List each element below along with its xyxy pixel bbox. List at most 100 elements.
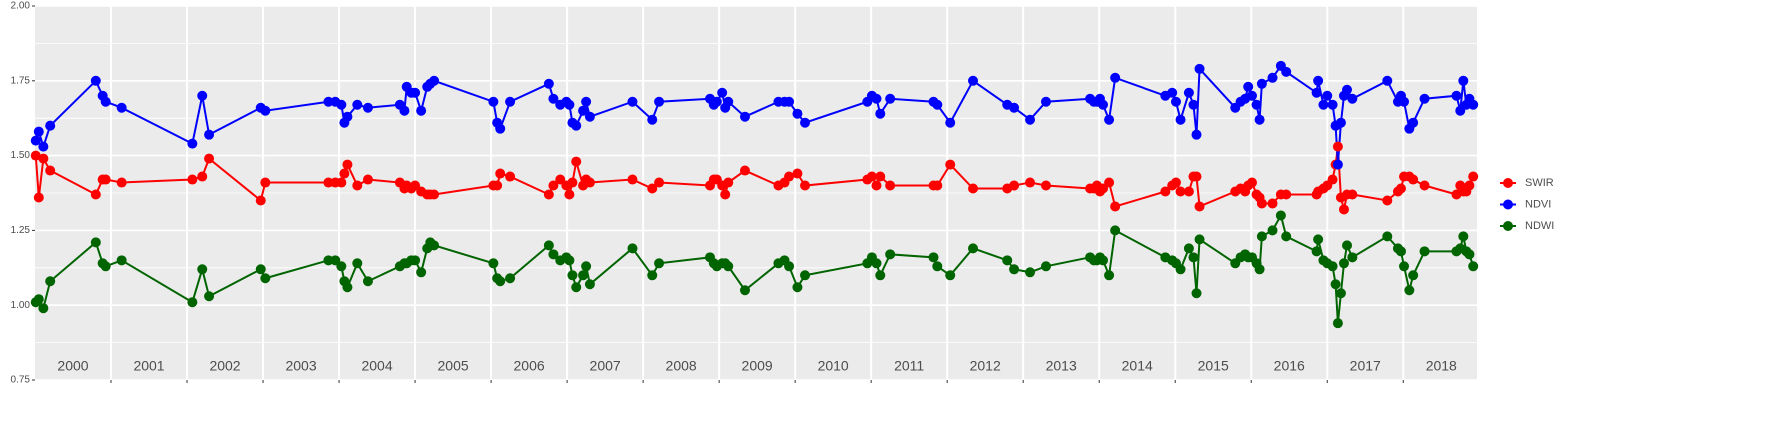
- year-label: 2011: [894, 358, 924, 374]
- year-label: 2003: [285, 358, 316, 374]
- point: [871, 93, 882, 104]
- point: [932, 180, 943, 191]
- point: [1175, 186, 1186, 197]
- point: [362, 174, 373, 185]
- point: [968, 183, 979, 194]
- year-label: 2016: [1274, 358, 1305, 374]
- point: [1408, 174, 1419, 185]
- point: [90, 75, 101, 86]
- point: [1167, 87, 1178, 98]
- point: [928, 252, 939, 263]
- point: [1311, 87, 1322, 98]
- point: [90, 237, 101, 248]
- year-label: 2005: [438, 358, 469, 374]
- point: [416, 105, 427, 116]
- point: [352, 258, 363, 269]
- point: [204, 291, 215, 302]
- point: [723, 96, 734, 107]
- point: [1382, 195, 1393, 206]
- point: [739, 111, 750, 122]
- point: [33, 192, 44, 203]
- point: [571, 120, 582, 131]
- point: [323, 255, 334, 266]
- point: [792, 168, 803, 179]
- point: [945, 159, 956, 170]
- point: [739, 165, 750, 176]
- point: [1311, 246, 1322, 257]
- point: [800, 270, 811, 281]
- point: [945, 270, 956, 281]
- point: [1408, 117, 1419, 128]
- point: [578, 105, 589, 116]
- point: [1110, 201, 1121, 212]
- point: [495, 123, 506, 134]
- point: [1335, 288, 1346, 299]
- point: [1342, 240, 1353, 251]
- point: [800, 117, 811, 128]
- point: [723, 261, 734, 272]
- point: [1170, 96, 1181, 107]
- point: [792, 282, 803, 293]
- point: [1382, 75, 1393, 86]
- point: [336, 99, 347, 110]
- point: [1194, 201, 1205, 212]
- point: [116, 255, 127, 266]
- point: [45, 165, 56, 176]
- point: [968, 243, 979, 254]
- point: [654, 258, 665, 269]
- point: [584, 177, 595, 188]
- point: [866, 171, 877, 182]
- point: [584, 111, 595, 122]
- point: [197, 264, 208, 275]
- point: [1275, 210, 1286, 221]
- point: [336, 177, 347, 188]
- legend-marker: [1503, 178, 1513, 188]
- point: [1040, 261, 1051, 272]
- point: [1254, 114, 1265, 125]
- point: [1313, 75, 1324, 86]
- point: [1327, 99, 1338, 110]
- point: [1335, 117, 1346, 128]
- point: [1464, 249, 1475, 260]
- point: [567, 177, 578, 188]
- point: [362, 276, 373, 287]
- point: [1347, 189, 1358, 200]
- point: [1395, 246, 1406, 257]
- point: [38, 153, 49, 164]
- point: [548, 180, 559, 191]
- point: [792, 108, 803, 119]
- point: [323, 96, 334, 107]
- y-tick-label: 1.00: [11, 300, 31, 311]
- point: [717, 87, 728, 98]
- point: [647, 114, 658, 125]
- point: [1009, 180, 1020, 191]
- point: [362, 102, 373, 113]
- point: [885, 180, 896, 191]
- point: [197, 90, 208, 101]
- point: [1254, 264, 1265, 275]
- year-label: 2018: [1426, 358, 1457, 374]
- point: [932, 261, 943, 272]
- point: [187, 138, 198, 149]
- point: [711, 96, 722, 107]
- point: [255, 264, 266, 275]
- year-label: 2007: [590, 358, 621, 374]
- point: [429, 240, 440, 251]
- year-label: 2001: [133, 358, 164, 374]
- point: [323, 177, 334, 188]
- point: [564, 255, 575, 266]
- point: [1347, 252, 1358, 263]
- point: [1281, 231, 1292, 242]
- year-label: 2009: [742, 358, 773, 374]
- point: [1104, 177, 1115, 188]
- point: [1191, 171, 1202, 182]
- point: [1098, 255, 1109, 266]
- point: [1256, 78, 1267, 89]
- point: [1458, 75, 1469, 86]
- point: [800, 180, 811, 191]
- point: [543, 240, 554, 251]
- point: [1256, 198, 1267, 209]
- point: [564, 99, 575, 110]
- point: [871, 258, 882, 269]
- point: [584, 279, 595, 290]
